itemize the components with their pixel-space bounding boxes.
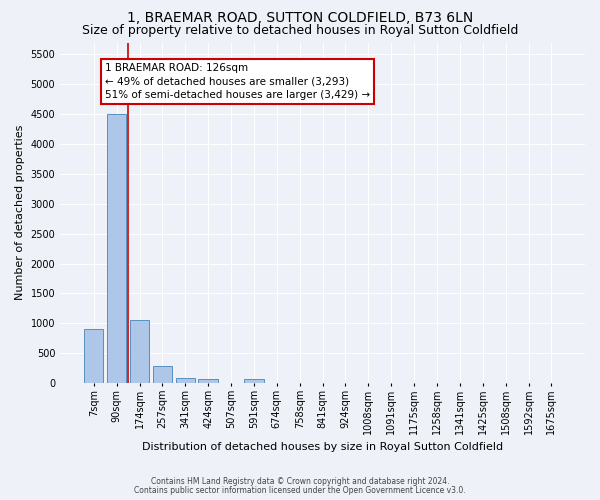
- Text: Contains HM Land Registry data © Crown copyright and database right 2024.: Contains HM Land Registry data © Crown c…: [151, 477, 449, 486]
- Text: 1, BRAEMAR ROAD, SUTTON COLDFIELD, B73 6LN: 1, BRAEMAR ROAD, SUTTON COLDFIELD, B73 6…: [127, 11, 473, 25]
- Bar: [176, 378, 195, 383]
- Bar: [84, 330, 103, 383]
- Bar: [244, 379, 263, 383]
- Text: Size of property relative to detached houses in Royal Sutton Coldfield: Size of property relative to detached ho…: [82, 24, 518, 37]
- Bar: [130, 320, 149, 383]
- Bar: [199, 379, 218, 383]
- Bar: [107, 114, 127, 383]
- Bar: [152, 366, 172, 383]
- Text: 1 BRAEMAR ROAD: 126sqm
← 49% of detached houses are smaller (3,293)
51% of semi-: 1 BRAEMAR ROAD: 126sqm ← 49% of detached…: [105, 64, 370, 100]
- Text: Contains public sector information licensed under the Open Government Licence v3: Contains public sector information licen…: [134, 486, 466, 495]
- X-axis label: Distribution of detached houses by size in Royal Sutton Coldfield: Distribution of detached houses by size …: [142, 442, 503, 452]
- Y-axis label: Number of detached properties: Number of detached properties: [15, 125, 25, 300]
